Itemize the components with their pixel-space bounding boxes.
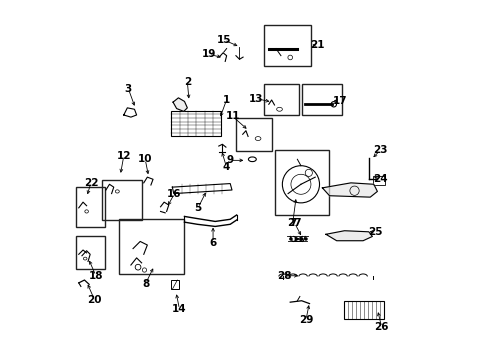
Text: 29: 29 [298, 315, 312, 325]
Bar [343, 301, 383, 319]
Text: 18: 18 [88, 271, 103, 281]
Text: 24: 24 [372, 174, 387, 184]
Text: 19: 19 [201, 49, 216, 59]
Polygon shape [325, 231, 372, 241]
Polygon shape [322, 183, 377, 197]
Bar [264, 84, 299, 115]
Text: 10: 10 [138, 154, 152, 164]
Text: 14: 14 [172, 304, 186, 314]
Text: 17: 17 [332, 96, 346, 106]
Bar [171, 280, 179, 289]
Text: 13: 13 [248, 94, 263, 104]
Text: 27: 27 [286, 218, 301, 228]
Circle shape [289, 238, 291, 240]
Text: 11: 11 [225, 111, 240, 121]
Text: 26: 26 [374, 322, 388, 332]
Text: 22: 22 [83, 178, 98, 188]
Bar [171, 111, 221, 136]
Text: 7: 7 [288, 218, 296, 228]
Text: 6: 6 [209, 238, 216, 248]
Bar [76, 187, 105, 227]
Text: 2: 2 [183, 77, 191, 87]
Text: 4: 4 [223, 162, 230, 172]
Circle shape [304, 238, 306, 240]
Text: 8: 8 [142, 279, 149, 289]
Text: 5: 5 [194, 203, 201, 213]
Bar [235, 118, 271, 151]
Bar [372, 176, 384, 185]
Bar [76, 236, 105, 269]
Text: 20: 20 [87, 295, 102, 305]
Bar [274, 150, 328, 215]
Polygon shape [173, 98, 187, 111]
Circle shape [295, 238, 297, 240]
Text: 28: 28 [277, 271, 291, 281]
Text: 21: 21 [309, 40, 324, 50]
Bar [264, 24, 310, 66]
Circle shape [300, 238, 302, 240]
Text: 3: 3 [124, 84, 132, 94]
Text: 16: 16 [167, 189, 182, 199]
Text: 12: 12 [116, 151, 131, 161]
Bar [102, 180, 142, 220]
Bar [119, 219, 183, 274]
Text: 9: 9 [226, 156, 233, 165]
Text: 25: 25 [367, 227, 382, 237]
Text: 1: 1 [223, 95, 230, 105]
Text: 23: 23 [372, 145, 386, 156]
Bar [301, 84, 341, 115]
Text: 15: 15 [217, 35, 231, 45]
